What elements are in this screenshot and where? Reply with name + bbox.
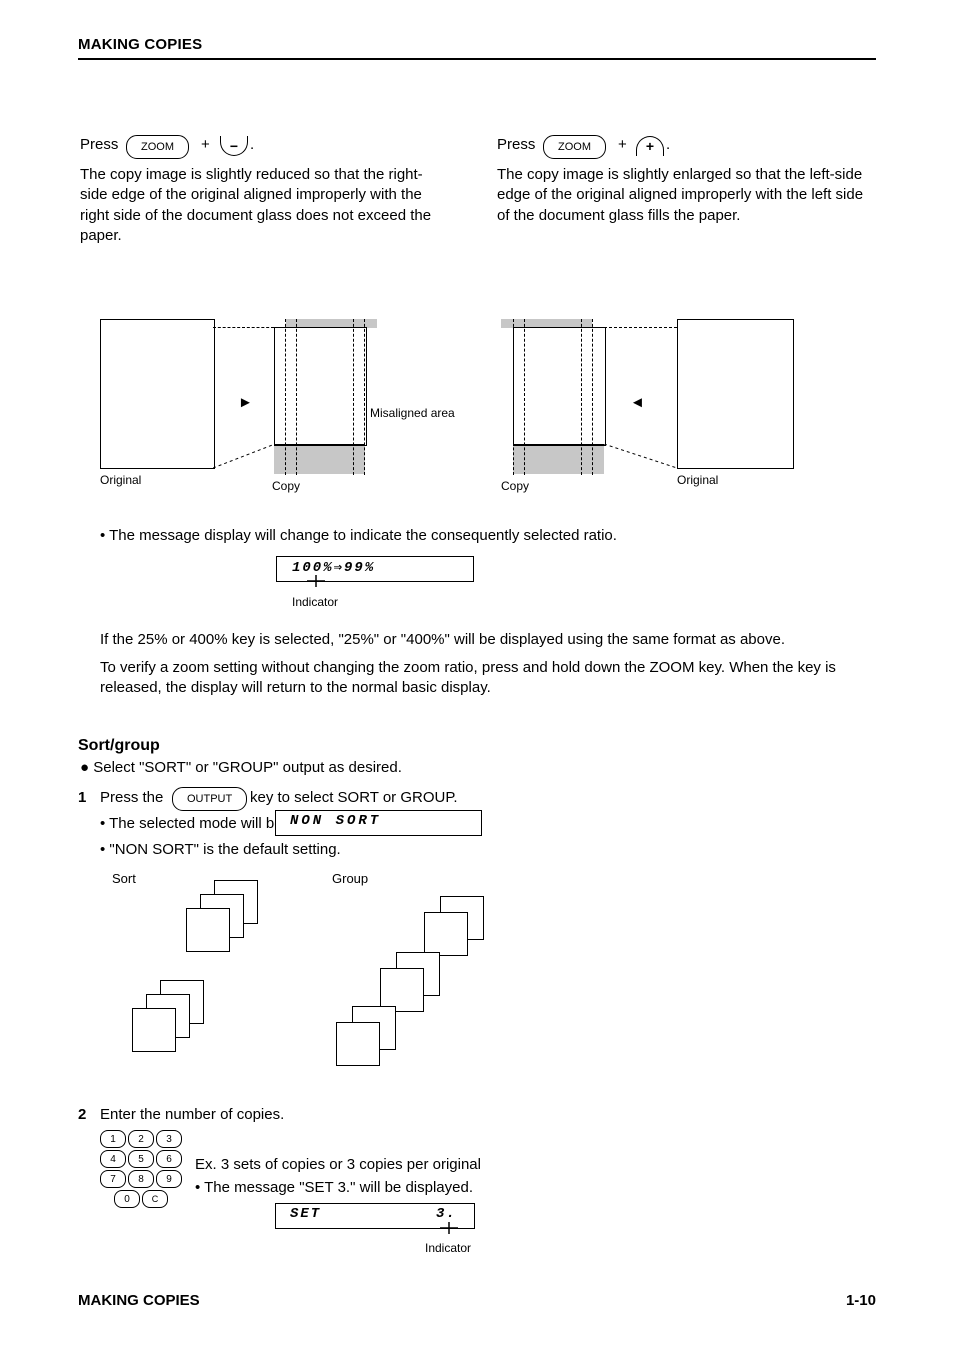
note1-panel-text: 100%⇒99% (292, 559, 375, 576)
keypad-1[interactable]: 1 (100, 1130, 126, 1148)
note1: • The message display will change to ind… (100, 526, 860, 546)
page-number: 1-10 (846, 1292, 876, 1309)
output-key[interactable]: OUTPUT (172, 787, 247, 811)
keypad-0[interactable]: 0 (114, 1190, 140, 1208)
sort-sq-3 (186, 908, 230, 952)
li2-ex: Ex. 3 sets of copies or 3 copies per ori… (195, 1155, 481, 1175)
fig-left-dash-v4 (364, 319, 365, 475)
desc-right: The copy image is slightly enlarged so t… (497, 165, 867, 226)
sort-sq-6 (132, 1008, 176, 1052)
fig-original-right (677, 319, 794, 469)
keypad-5[interactable]: 5 (128, 1150, 154, 1168)
zoom-key-left[interactable]: ZOOM (126, 135, 189, 159)
period-left: . (250, 135, 254, 155)
label-copy-left: Copy (272, 478, 300, 494)
minus-icon[interactable]: − (220, 136, 248, 156)
keypad-6[interactable]: 6 (156, 1150, 182, 1168)
fig-left-dash-v2 (296, 319, 297, 475)
keypad-8[interactable]: 8 (128, 1170, 154, 1188)
group-sq-2 (424, 912, 468, 956)
plus-text-right: + (618, 135, 627, 155)
li2-number: 2 (78, 1105, 86, 1125)
keypad-c[interactable]: C (142, 1190, 168, 1208)
li1-suffix: key to select SORT or GROUP. (250, 788, 458, 808)
set-indicator-label: Indicator (425, 1240, 471, 1256)
sort-label: Sort (112, 870, 136, 888)
mid-p2: To verify a zoom setting without changin… (100, 658, 860, 699)
period-right: . (666, 135, 670, 155)
press-label-left: Press (80, 135, 118, 155)
set-indicator-pointer (438, 1222, 460, 1240)
li2: Enter the number of copies. (100, 1105, 284, 1125)
fig-left-diag (213, 444, 275, 474)
keypad-2[interactable]: 2 (128, 1130, 154, 1148)
sort-bullet: ● Select "SORT" or "GROUP" output as des… (80, 758, 402, 778)
note1-indicator-pointer (305, 575, 327, 593)
sort-bullet-text: Select "SORT" or "GROUP" output as desir… (93, 759, 402, 776)
page-header: MAKING COPIES (78, 36, 876, 53)
fig-right-dash-v3 (581, 319, 582, 475)
nonsort-panel-text: NON SORT (290, 813, 381, 829)
fig-left-dash-v1 (285, 319, 286, 475)
zoom-key-label-left: ZOOM (141, 141, 174, 153)
note1-indicator-label: Indicator (292, 594, 338, 610)
set-panel-val: 3. (436, 1206, 457, 1222)
fig-right-dash-top (604, 327, 677, 328)
fig-left-dash-v3 (353, 319, 354, 475)
zoom-key-label-right: ZOOM (558, 141, 591, 153)
plus-text-left: + (201, 135, 210, 155)
zoom-key-right[interactable]: ZOOM (543, 135, 606, 159)
label-original-left: Original (100, 472, 141, 488)
fig-right-dash-v2 (524, 319, 525, 475)
keypad-9[interactable]: 9 (156, 1170, 182, 1188)
label-original-right: Original (677, 472, 718, 488)
desc-left: The copy image is slightly reduced so th… (80, 165, 440, 246)
li1-prefix: Press the (100, 788, 163, 808)
group-label: Group (332, 870, 368, 888)
arrowhead-left: ► (238, 395, 253, 410)
fig-original-left (100, 319, 215, 469)
fig-right-diag (604, 444, 677, 474)
li1-number: 1 (78, 788, 86, 808)
output-key-label: OUTPUT (187, 793, 232, 805)
li2-note: • The message "SET 3." will be displayed… (195, 1178, 473, 1198)
li1-note2: • "NON SORT" is the default setting. (100, 840, 341, 860)
keypad-4[interactable]: 4 (100, 1150, 126, 1168)
press-label-right: Press (497, 135, 535, 155)
keypad-7[interactable]: 7 (100, 1170, 126, 1188)
keypad-3[interactable]: 3 (156, 1130, 182, 1148)
plus-icon[interactable]: + (636, 136, 664, 156)
fig-left-dash-top (213, 327, 274, 328)
keypad: 1 2 3 4 5 6 7 8 9 0 C (100, 1130, 180, 1200)
fig-right-dash-v4 (592, 319, 593, 475)
set-panel-prefix: SET (290, 1206, 321, 1222)
fig-right-dash-v1 (513, 319, 514, 475)
sort-heading: Sort/group (78, 735, 160, 757)
fig-right-bottom-shade (513, 444, 604, 474)
label-misalign-left: Misaligned area (370, 405, 460, 421)
label-copy-right: Copy (501, 478, 529, 494)
mid-p1: If the 25% or 400% key is selected, "25%… (100, 630, 860, 650)
page-footer: MAKING COPIES (78, 1292, 876, 1309)
fig-left-bottom-shade (274, 444, 365, 474)
arrowhead-right: ◄ (630, 395, 645, 410)
header-rule (78, 58, 876, 60)
group-sq-6 (336, 1022, 380, 1066)
